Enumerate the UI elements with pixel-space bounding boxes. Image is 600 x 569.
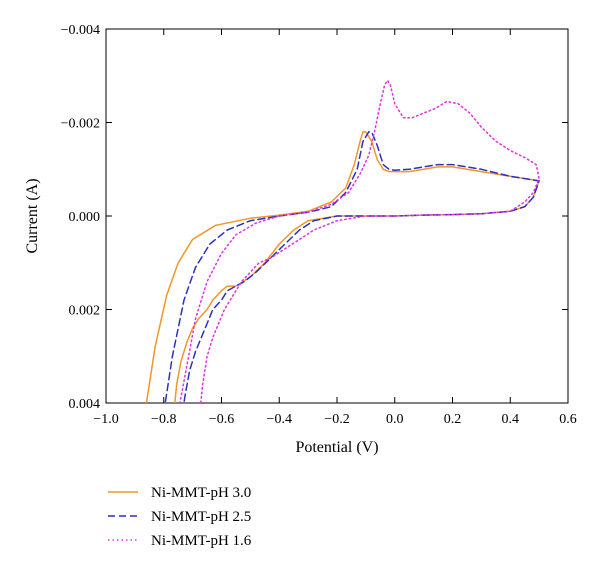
y-tick-label: 0.002: [69, 304, 101, 319]
x-tick-label: 0.0: [386, 412, 404, 427]
x-tick-label: 0.4: [502, 412, 520, 427]
y-tick-label: 0.000: [69, 210, 101, 225]
x-tick-label: 0.6: [559, 412, 577, 427]
legend: Ni-MMT-pH 3.0 Ni-MMT-pH 2.5 Ni-MMT-pH 1.6: [108, 485, 252, 549]
series-line-3: [179, 79, 540, 403]
legend-label: Ni-MMT-pH 1.6: [151, 533, 252, 549]
x-tick-label: −0.2: [324, 412, 349, 427]
x-tick-label: −1.0: [93, 412, 118, 427]
x-tick-label: −0.6: [209, 412, 234, 427]
y-tick-label: −0.002: [61, 117, 100, 132]
series-layer: [145, 79, 540, 403]
x-axis-title: Potential (V): [295, 439, 378, 456]
legend-label: Ni-MMT-pH 2.5: [151, 509, 251, 525]
x-tick-label: −0.8: [151, 412, 176, 427]
x-tick-label: −0.4: [267, 412, 292, 427]
y-tick-label: 0.004: [69, 397, 101, 412]
y-axis-title: Current (A): [24, 178, 41, 253]
series-line-2: [164, 131, 540, 403]
legend-label: Ni-MMT-pH 3.0: [151, 485, 251, 501]
x-tick-label: 0.2: [444, 412, 462, 427]
y-tick-label: −0.004: [61, 23, 100, 38]
y-axis-ticks: −0.004 −0.002 0.000 0.002 0.004: [61, 23, 568, 412]
x-axis-ticks: −1.0 −0.8 −0.6 −0.4 −0.2 0.0 0.2 0.4 0.6: [93, 29, 577, 427]
series-line-1: [145, 131, 540, 403]
